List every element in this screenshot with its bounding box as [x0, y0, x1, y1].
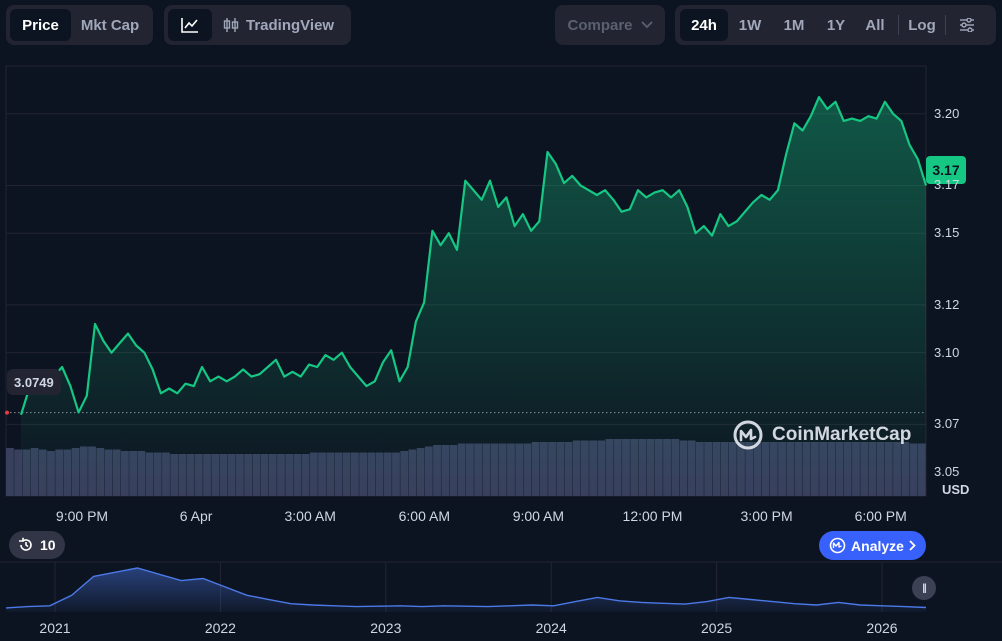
open-price-tag: 3.0749: [7, 369, 61, 395]
navigator-year-label: 2022: [204, 620, 236, 636]
analyze-button[interactable]: Analyze: [819, 531, 926, 560]
open-price-marker: [5, 410, 9, 415]
navigator-year-label: 2026: [866, 620, 898, 636]
compare-dropdown[interactable]: Compare: [555, 5, 665, 45]
coinmarketcap-logo-icon: [733, 420, 763, 450]
log-toggle[interactable]: Log: [908, 16, 936, 34]
navigator-year-label: 2025: [701, 620, 733, 636]
x-tick-label: 6:00 AM: [398, 508, 450, 524]
range-all[interactable]: All: [865, 16, 885, 34]
y-tick-label: 3.12: [934, 296, 960, 312]
navigator-area: [6, 568, 926, 612]
volume-bar: [14, 449, 23, 496]
y-tick-label: 3.10: [934, 344, 960, 360]
x-tick-label: 12:00 PM: [622, 508, 683, 524]
y-tick-label: 3.17: [934, 177, 960, 193]
navigator-line: [5, 567, 927, 609]
y-tick-label: 3.05: [934, 464, 960, 480]
analyze-label: Analyze: [851, 537, 904, 554]
chevron-right-icon: [909, 540, 916, 551]
x-tick-label: 9:00 PM: [55, 508, 109, 524]
pause-icon: ||: [922, 582, 927, 594]
chart-mode-toggle: TradingView: [164, 5, 351, 45]
compare-label: Compare: [567, 16, 633, 34]
chart-ai-icon: [829, 537, 846, 554]
chart-settings-button[interactable]: [950, 9, 984, 41]
chevron-down-icon: [640, 21, 653, 29]
x-tick-label: 6 Apr: [179, 508, 213, 524]
range-1m[interactable]: 1M: [783, 16, 805, 34]
price-area-fill: [21, 97, 926, 496]
metric-toggle: Price Mkt Cap: [6, 5, 153, 45]
y-tick-label: 3.20: [934, 105, 960, 121]
x-tick-label: 3:00 PM: [740, 508, 793, 524]
toolbar-divider: [898, 15, 899, 35]
x-tick-label: 3:00 AM: [284, 508, 336, 524]
x-tick-label: 6:00 PM: [854, 508, 907, 524]
sliders-icon: [960, 18, 974, 32]
navigator-year-label: 2024: [535, 620, 567, 636]
price-line: [19, 96, 928, 416]
history-count: 10: [40, 537, 56, 553]
navigator[interactable]: [0, 561, 1002, 612]
line-chart-icon: [181, 18, 198, 33]
navigator-handle[interactable]: ||: [912, 576, 936, 600]
coinmarketcap-watermark: CoinMarketCap: [732, 419, 911, 451]
x-tick-label: 9:00 AM: [512, 508, 565, 524]
range-24h[interactable]: 24h: [680, 9, 728, 41]
line-chart-button[interactable]: [168, 9, 212, 41]
tradingview-button[interactable]: TradingView: [212, 9, 345, 41]
current-price-tag: 3.17: [926, 156, 966, 184]
y-tick-label: 3.07: [934, 416, 960, 432]
tradingview-label: TradingView: [246, 16, 335, 34]
watermark-text: CoinMarketCap: [772, 424, 912, 445]
price-tab[interactable]: Price: [10, 9, 71, 41]
market-cap-tab[interactable]: Mkt Cap: [80, 16, 140, 34]
range-1y[interactable]: 1Y: [826, 16, 846, 34]
volume-bar: [6, 448, 14, 496]
range-1w[interactable]: 1W: [738, 16, 762, 34]
history-icon: [19, 537, 32, 551]
candlestick-icon: [223, 18, 239, 32]
history-button[interactable]: 10: [9, 531, 65, 559]
toolbar-divider: [945, 15, 946, 35]
navigator-year-label: 2021: [39, 620, 71, 636]
y-tick-label: 3.15: [934, 225, 960, 241]
navigator-year-label: 2023: [370, 620, 402, 636]
range-selector: 24h 1W 1M 1Y All Log: [675, 5, 996, 45]
price-area: [5, 96, 928, 496]
currency-label: USD: [942, 482, 970, 497]
